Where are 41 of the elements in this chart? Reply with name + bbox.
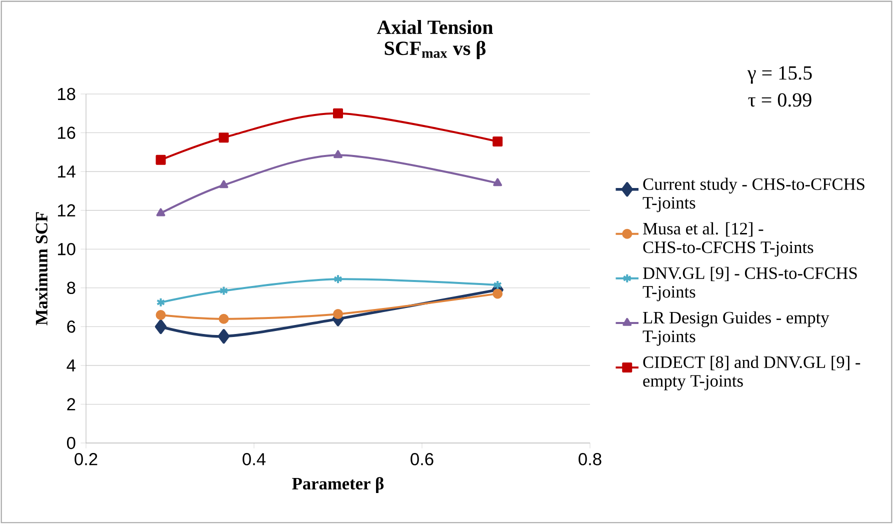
point	[156, 154, 166, 165]
point	[154, 319, 167, 334]
point	[333, 309, 344, 320]
y-tick-label: 10	[58, 242, 76, 256]
point	[156, 310, 166, 320]
text: γ = 15.5	[747, 66, 812, 84]
legend-label: DNV.GL [9] - CHS-to-CFCHS T-joints	[642, 266, 857, 302]
point	[218, 329, 230, 344]
x-tick-label: 0.4	[242, 453, 266, 466]
y-tick-label: 0	[66, 436, 76, 450]
point	[218, 132, 229, 143]
y-axis-title: Maximum SCF	[35, 212, 48, 326]
point	[219, 286, 228, 296]
y-tick-label: 16	[58, 126, 76, 139]
x-axis-title: Parameter β	[292, 477, 384, 494]
point	[492, 136, 503, 146]
y-tick-label: 14	[58, 166, 76, 178]
text: τ = 0.99	[748, 93, 812, 107]
point	[334, 274, 342, 284]
point	[219, 180, 228, 188]
y-tick-label: 2	[67, 398, 76, 410]
x-tick-label: 0.8	[578, 453, 602, 466]
point	[333, 108, 344, 118]
y-tick-label: 4	[66, 359, 76, 372]
legend-label: Current study - CHS-to-CFCHS T-joints	[642, 178, 864, 212]
point	[156, 208, 166, 216]
y-tick-label: 8	[67, 282, 76, 294]
legend-label: LR Design Guides - empty T-joints	[642, 311, 830, 346]
point	[218, 314, 229, 324]
y-tick-label: 6	[67, 320, 76, 333]
point	[334, 150, 342, 158]
point	[493, 178, 502, 186]
legend-label: CIDECT [8] and DNV.GL [9] - empty T-joints	[643, 356, 860, 390]
chart-subtitle: SCF$_{max}$ vs β	[384, 40, 486, 60]
y-tick-label: 18	[58, 88, 76, 100]
x-tick-label: 0.2	[74, 453, 98, 466]
x-tick-label: 0.6	[410, 453, 434, 466]
y-tick-label: 12	[58, 204, 76, 216]
legend-label: Musa et al. [12] - CHS-to-CFCHS T-joints	[643, 222, 814, 257]
point	[492, 288, 503, 299]
chart-title: Axial Tension	[376, 20, 493, 34]
